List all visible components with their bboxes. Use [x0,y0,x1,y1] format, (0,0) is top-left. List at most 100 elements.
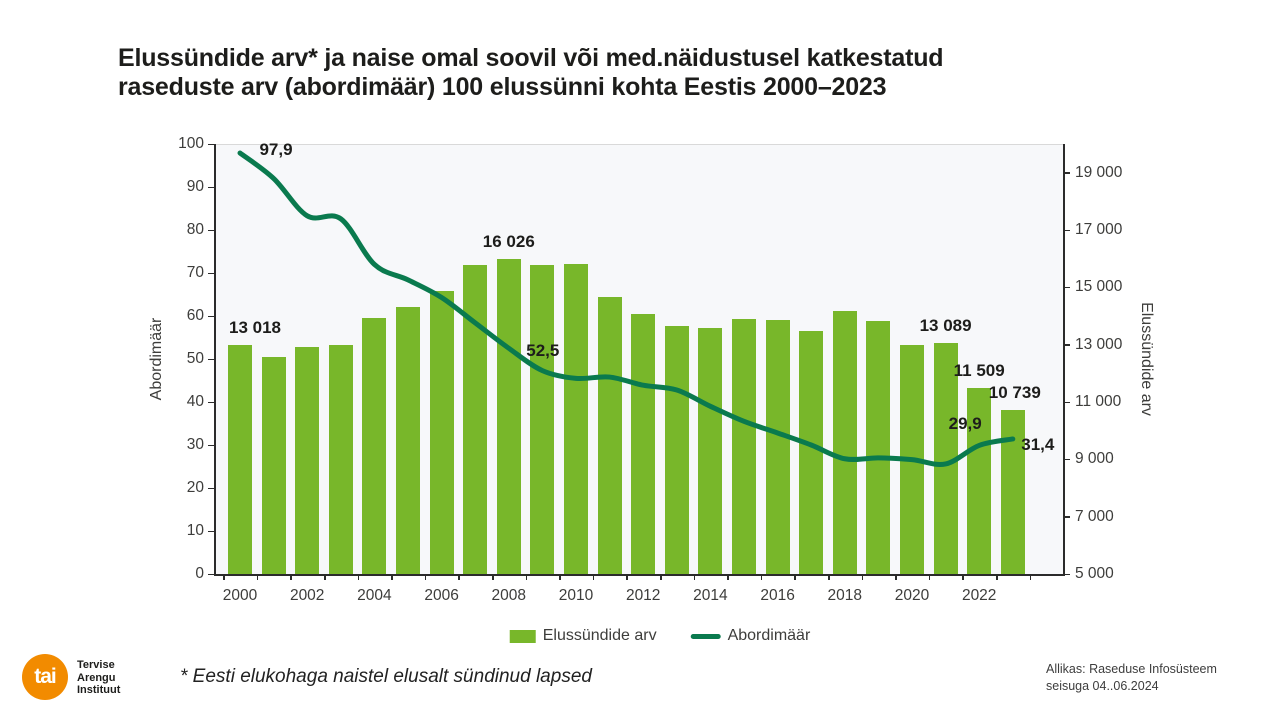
right-axis-title: Elussündide arv [1138,302,1155,416]
x-axis-label-2014: 2014 [693,587,728,604]
right-axis-tick [1063,172,1070,174]
x-axis-tick [693,574,696,580]
chart-title-line2: raseduste arv (abordimäär) 100 elussünni… [118,73,887,101]
right-axis-tick [1063,401,1070,403]
bar-2000 [228,345,252,575]
left-axis-tick-label: 40 [186,393,204,410]
bar-2002 [295,346,320,575]
left-axis-tick [208,229,214,231]
x-axis-tick [492,574,494,580]
right-axis-tick [1063,229,1070,231]
bar-2020 [900,344,924,575]
bar-2008 [496,258,521,575]
right-axis-tick [1063,516,1070,518]
source-line2: seisuga 04..06.2024 [1046,679,1159,693]
left-axis-tick-label: 20 [186,479,204,496]
x-axis-tick [592,574,595,580]
x-axis-tick [357,574,360,580]
right-axis-tick-label: 9 000 [1075,450,1114,468]
left-axis-tick-label: 30 [186,436,204,453]
left-axis-tick [208,401,214,403]
left-axis-tick [208,444,214,446]
bar-swatch-icon [509,629,536,643]
bar-2015 [732,319,756,575]
left-axis-tick-label: 60 [186,307,204,324]
tai-caption-line1: Tervise [77,659,115,671]
left-axis-tick-label: 80 [186,221,204,238]
x-axis-tick [962,574,964,580]
left-axis-tick-label: 50 [186,350,204,367]
right-axis-tick-label: 5 000 [1075,565,1114,582]
line-label-2008: 52,5 [526,341,560,361]
left-axis-tick [208,487,214,489]
left-axis-tick [208,315,214,317]
left-axis-tick [208,358,214,360]
x-axis-tick [861,574,864,580]
left-axis-tick [208,272,214,274]
x-axis-tick [223,574,225,580]
x-axis-tick [525,574,528,580]
bar-2007 [463,265,488,575]
bar-2006 [429,291,454,575]
right-axis-tick-label: 15 000 [1075,278,1123,296]
x-axis-label-2006: 2006 [424,587,459,604]
bar-2011 [597,297,622,575]
legend-label-elussundide-arv: Elussündide arv [542,627,657,644]
bar-2004 [362,317,387,575]
left-axis-tick-label: 0 [195,565,204,582]
x-axis-tick [559,574,561,580]
x-axis-label-2016: 2016 [760,587,795,604]
bar-label-2022: 11 509 [953,361,1005,381]
x-axis-tick [727,574,729,580]
x-axis-tick [256,574,259,580]
tai-caption-line2: Arengu [77,671,116,684]
x-axis-label-2000: 2000 [222,587,258,604]
legend-item-abordimaar: Abordimäär [690,627,810,645]
right-axis-tick-label: 11 000 [1075,393,1122,410]
bar-2003 [328,345,353,575]
bar-2001 [261,356,286,575]
x-axis-tick [996,574,998,580]
tai-caption-line3: Instituut [77,684,121,696]
bar-2010 [564,263,588,575]
left-axis-title: Abordimäär [148,317,165,401]
x-axis-label-2012: 2012 [625,587,661,604]
x-axis-label-2020: 2020 [894,587,930,604]
x-axis-tick [928,574,931,580]
legend: Elussündide arv Abordimäär [509,627,810,645]
left-axis-tick [208,530,214,532]
x-axis-label-2008: 2008 [491,587,527,604]
x-axis-tick [458,574,460,580]
left-axis-tick-label: 10 [186,522,204,539]
line-label-2000: 97,9 [259,140,293,160]
left-axis-tick [208,143,214,145]
legend-item-elussundide-arv: Elussündide arv [509,627,657,645]
line-swatch-icon [690,633,721,639]
x-axis-tick [760,574,763,580]
left-axis-tick-label: 70 [186,264,204,281]
bar-2013 [664,326,689,575]
right-axis-line [1063,144,1065,574]
tai-logo-caption: Tervise Arengu Instituut [77,659,120,697]
source-line1: Allikas: Raseduse Infosüsteem [1046,662,1217,676]
bar-2005 [396,306,420,575]
bar-label-2021: 13 089 [919,316,972,336]
x-axis-label-2010: 2010 [558,587,594,604]
right-axis-tick [1063,344,1070,346]
left-axis-line [214,144,216,574]
x-axis-label-2004: 2004 [357,587,392,604]
bar-2019 [866,321,891,575]
line-label-2022: 29,9 [948,414,982,434]
right-axis-tick-label: 13 000 [1075,335,1123,353]
left-axis-tick-label: 90 [186,178,204,195]
bar-2018 [832,311,857,575]
bar-label-2000: 13 018 [229,318,281,338]
chart-title-line1: Elussündide arv* ja naise omal soovil võ… [118,44,944,72]
x-axis-tick [391,574,393,580]
right-axis-tick-label: 7 000 [1075,507,1114,525]
x-axis-tick [290,574,292,580]
right-axis-tick-label: 19 000 [1075,163,1123,181]
x-axis-label-2018: 2018 [827,587,863,604]
left-axis-tick [208,573,214,575]
